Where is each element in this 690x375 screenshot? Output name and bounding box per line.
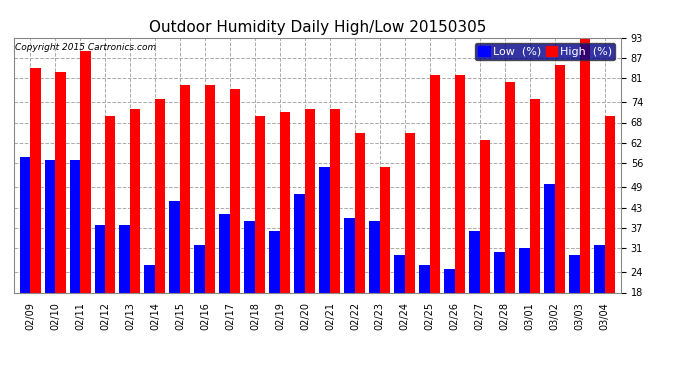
Bar bbox=[594, 245, 604, 354]
Bar bbox=[205, 85, 215, 354]
Bar bbox=[295, 194, 305, 354]
Bar bbox=[180, 85, 190, 354]
Bar bbox=[555, 65, 565, 354]
Bar bbox=[544, 184, 555, 354]
Bar bbox=[444, 269, 455, 354]
Bar bbox=[195, 245, 205, 354]
Bar bbox=[355, 133, 366, 354]
Bar bbox=[569, 255, 580, 354]
Bar bbox=[380, 167, 391, 354]
Bar bbox=[505, 82, 515, 354]
Title: Outdoor Humidity Daily High/Low 20150305: Outdoor Humidity Daily High/Low 20150305 bbox=[149, 20, 486, 35]
Bar bbox=[604, 116, 615, 354]
Bar bbox=[119, 225, 130, 354]
Bar bbox=[130, 109, 141, 354]
Bar bbox=[469, 231, 480, 354]
Bar bbox=[95, 225, 105, 354]
Bar bbox=[45, 160, 55, 354]
Bar bbox=[395, 255, 405, 354]
Bar bbox=[480, 140, 491, 354]
Bar bbox=[244, 221, 255, 354]
Bar bbox=[319, 167, 330, 354]
Bar bbox=[105, 116, 115, 354]
Bar bbox=[369, 221, 380, 354]
Text: Copyright 2015 Cartronics.com: Copyright 2015 Cartronics.com bbox=[15, 43, 156, 52]
Bar bbox=[330, 109, 340, 354]
Bar bbox=[30, 68, 41, 354]
Bar bbox=[219, 214, 230, 354]
Bar bbox=[455, 75, 465, 354]
Bar bbox=[19, 156, 30, 354]
Bar bbox=[55, 72, 66, 354]
Bar bbox=[494, 252, 505, 354]
Bar bbox=[420, 265, 430, 354]
Bar bbox=[305, 109, 315, 354]
Bar bbox=[530, 99, 540, 354]
Bar bbox=[280, 112, 290, 354]
Bar bbox=[80, 51, 90, 354]
Bar bbox=[269, 231, 280, 354]
Bar bbox=[230, 88, 240, 354]
Legend: Low  (%), High  (%): Low (%), High (%) bbox=[475, 43, 615, 60]
Bar bbox=[430, 75, 440, 354]
Bar bbox=[520, 248, 530, 354]
Bar bbox=[344, 218, 355, 354]
Bar bbox=[255, 116, 266, 354]
Bar bbox=[155, 99, 166, 354]
Bar bbox=[144, 265, 155, 354]
Bar bbox=[405, 133, 415, 354]
Bar bbox=[580, 34, 590, 354]
Bar bbox=[170, 201, 180, 354]
Bar bbox=[70, 160, 80, 354]
